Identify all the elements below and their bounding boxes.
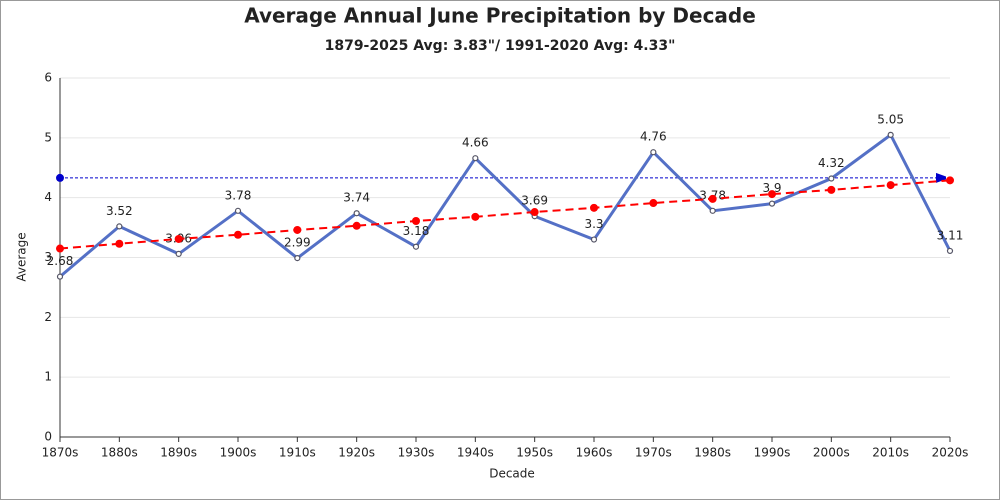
trend-point <box>412 217 420 226</box>
trend-point <box>115 239 124 248</box>
x-tick-label: 2020s <box>932 446 969 460</box>
trend-point <box>530 208 539 217</box>
data-label: 3.78 <box>225 188 252 202</box>
trend-point <box>174 234 183 243</box>
x-tick-label: 1900s <box>220 446 257 460</box>
trend-point <box>56 244 64 253</box>
trend-point <box>886 181 895 190</box>
x-tick-label: 1910s <box>279 446 316 460</box>
y-axis-title: Average <box>15 232 29 281</box>
data-point <box>175 250 182 258</box>
data-label: 2.99 <box>284 236 311 250</box>
data-label: 3.69 <box>521 194 548 208</box>
data-point <box>412 243 420 250</box>
data-point <box>353 210 360 217</box>
y-tick-label: 6 <box>44 71 52 85</box>
data-point <box>56 273 64 280</box>
data-label: 5.05 <box>877 112 904 126</box>
data-label: 4.32 <box>818 156 845 170</box>
x-tick-label: 1870s <box>42 446 79 460</box>
x-tick-label: 1890s <box>160 446 197 460</box>
y-tick-label: 3 <box>44 250 52 264</box>
x-tick-label: 1930s <box>398 446 435 460</box>
chart-subtitle: 1879-2025 Avg: 3.83"/ 1991-2020 Avg: 4.3… <box>325 38 676 54</box>
x-tick-label: 1880s <box>101 446 138 460</box>
data-label: 3.3 <box>584 217 603 231</box>
data-label: 2.68 <box>47 254 74 268</box>
trend-point <box>293 225 302 234</box>
y-tick-label: 1 <box>44 370 52 384</box>
trend-point <box>768 190 776 199</box>
reference-point <box>56 173 64 182</box>
x-tick-label: 1970s <box>635 446 672 460</box>
data-point <box>887 131 894 138</box>
data-label: 4.66 <box>462 136 489 150</box>
chart-title: Average Annual June Precipitation by Dec… <box>244 4 756 28</box>
x-tick-label: 1940s <box>457 446 494 460</box>
data-label: 4.76 <box>640 130 667 144</box>
trend-point <box>590 203 598 212</box>
y-tick-label: 2 <box>44 310 52 324</box>
trend-point <box>471 212 480 221</box>
data-point <box>768 200 776 207</box>
x-tick-label: 1960s <box>576 446 613 460</box>
x-tick-label: 2000s <box>813 446 850 460</box>
trend-point <box>708 194 717 203</box>
y-tick-label: 5 <box>44 130 52 144</box>
data-point <box>709 207 716 214</box>
x-axis-title: Decade <box>489 467 535 481</box>
data-label: 3.18 <box>403 224 430 238</box>
series-line <box>59 179 951 250</box>
trend-point <box>946 176 954 185</box>
x-tick-label: 2010s <box>872 446 909 460</box>
x-tick-label: 1990s <box>754 446 791 460</box>
data-point <box>590 236 598 243</box>
data-point <box>116 223 123 230</box>
data-point <box>472 155 479 162</box>
data-label: 3.11 <box>937 228 964 242</box>
trend-point <box>649 199 658 208</box>
y-tick-label: 0 <box>44 430 52 444</box>
data-point <box>650 149 657 156</box>
trend-point <box>352 221 361 230</box>
data-label: 3.74 <box>343 191 370 205</box>
x-tick-label: 1980s <box>694 446 731 460</box>
x-tick-label: 1950s <box>516 446 553 460</box>
data-point <box>946 247 954 255</box>
data-point <box>294 254 301 262</box>
data-label: 3.9 <box>762 181 781 195</box>
y-tick-label: 4 <box>44 190 52 204</box>
data-point <box>828 175 835 182</box>
trend-point <box>827 185 836 194</box>
trend-point <box>234 230 242 239</box>
data-point <box>234 207 242 214</box>
x-tick-label: 1920s <box>338 446 375 460</box>
data-label: 3.52 <box>106 204 133 218</box>
